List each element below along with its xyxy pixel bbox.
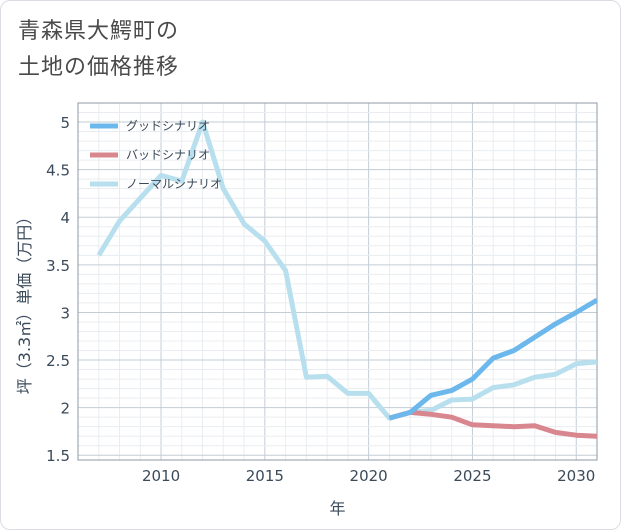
chart-title: 青森県大鰐町の 土地の価格推移 (18, 14, 179, 86)
series-line-1 (388, 409, 597, 439)
x-tick-label: 2025 (453, 467, 491, 485)
x-tick-label: 2010 (142, 467, 180, 485)
y-tick-label: 2.5 (46, 352, 70, 370)
y-tick-label: 2 (60, 400, 70, 418)
plot-area (77, 102, 598, 461)
y-tick-label: 4 (60, 209, 70, 227)
series-line-2 (96, 119, 597, 421)
legend-label: バッドシナリオ (126, 148, 210, 162)
y-axis-label: 坪（3.3㎡）単価（万円） (15, 209, 34, 394)
x-tick-label: 2030 (557, 467, 595, 485)
x-tick-label: 2015 (246, 467, 284, 485)
series-lines (96, 119, 597, 439)
series-line-0 (388, 297, 597, 421)
y-tick-label: 3.5 (46, 257, 70, 275)
legend-label: グッドシナリオ (126, 119, 210, 133)
x-axis-label: 年 (329, 499, 345, 518)
y-tick-label: 3 (60, 304, 70, 322)
x-tick-labels: 2010 2015 2020 2025 2030 (142, 467, 595, 485)
y-tick-label: 5 (60, 114, 70, 132)
legend-label: ノーマルシナリオ (126, 177, 222, 191)
y-tick-label: 1.5 (46, 447, 70, 465)
chart-title-line2: 土地の価格推移 (18, 55, 180, 80)
y-tick-labels: 1.5 2 2.5 3 3.5 4 4.5 5 (46, 114, 70, 465)
x-tick-label: 2020 (350, 467, 388, 485)
chart-title-line1: 青森県大鰐町の (18, 19, 180, 44)
y-tick-label: 4.5 (46, 162, 70, 180)
